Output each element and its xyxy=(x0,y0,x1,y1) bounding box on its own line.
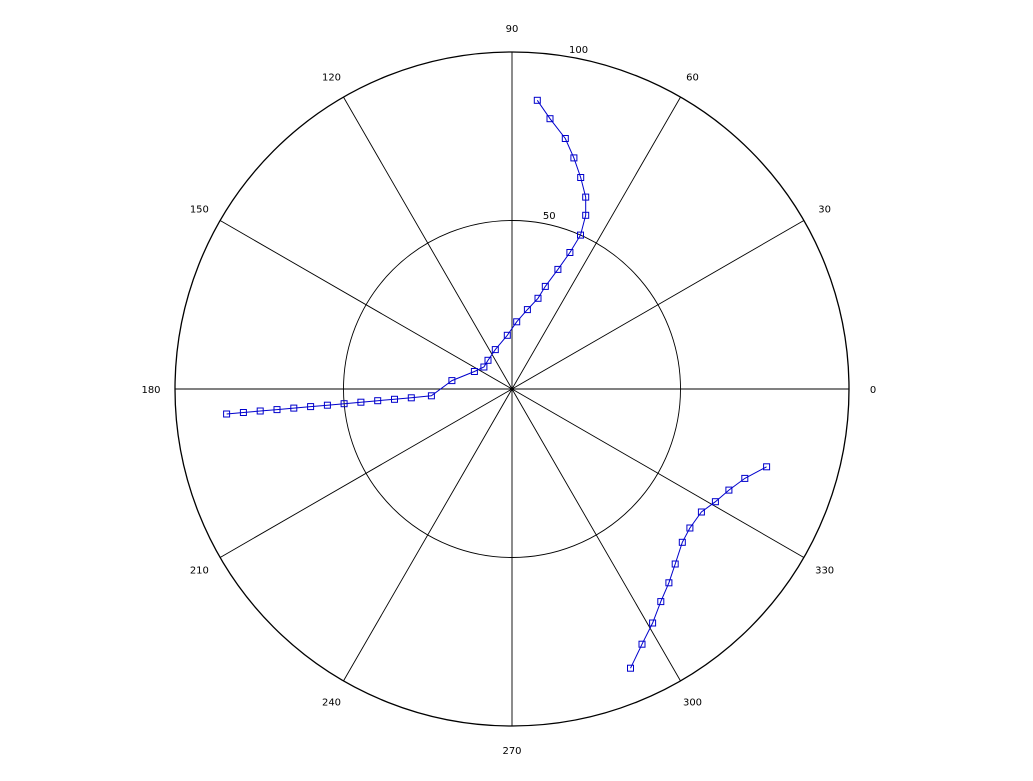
series-1-point-32 xyxy=(546,115,554,123)
angle-tick-label-210: 210 xyxy=(190,566,209,577)
angle-tick-label-120: 120 xyxy=(322,72,341,83)
series-2-point-11 xyxy=(725,486,733,494)
series-1-point-19 xyxy=(503,331,511,339)
grid-spoke-150 xyxy=(219,220,513,390)
series-1-point-28 xyxy=(582,193,590,201)
series-2-point-10 xyxy=(711,498,719,506)
grid-spoke-30 xyxy=(511,220,805,390)
series-1-point-9 xyxy=(357,398,365,406)
angle-tick-label-90: 90 xyxy=(506,24,519,35)
series-1-point-16 xyxy=(480,363,488,371)
grid-spoke-240 xyxy=(343,388,513,682)
series-1-point-12 xyxy=(407,394,415,402)
angle-tick-label-180: 180 xyxy=(141,385,160,396)
series-1-point-1 xyxy=(223,410,231,418)
angle-tick-label-270: 270 xyxy=(502,746,521,757)
series-2-point-3 xyxy=(649,619,657,627)
series-1-point-8 xyxy=(340,400,348,408)
angle-tick-label-0: 0 xyxy=(870,385,876,396)
series-1-point-3 xyxy=(256,407,264,415)
angle-tick-label-240: 240 xyxy=(322,698,341,709)
series-2-point-1 xyxy=(627,664,634,672)
series-1-point-13 xyxy=(427,392,435,400)
series-1-point-25 xyxy=(566,249,574,256)
series-1-point-6 xyxy=(307,403,315,411)
angle-tick-label-60: 60 xyxy=(686,72,699,83)
angle-tick-label-330: 330 xyxy=(815,566,834,577)
series-1-point-23 xyxy=(541,282,549,290)
series-2-point-7 xyxy=(678,538,686,546)
angle-tick-label-300: 300 xyxy=(683,698,702,709)
series-1-point-29 xyxy=(577,174,585,181)
series-1-point-21 xyxy=(523,306,531,314)
angle-tick-label-150: 150 xyxy=(190,205,209,216)
data-series xyxy=(223,96,771,672)
angle-tick-label-30: 30 xyxy=(818,205,831,216)
series-1-point-11 xyxy=(391,395,398,403)
grid-spoke-210 xyxy=(219,388,513,558)
series-1-point-24 xyxy=(554,265,562,273)
series-1-point-10 xyxy=(374,397,382,405)
series-2-point-2 xyxy=(638,640,646,648)
grid-spoke-330 xyxy=(511,388,805,558)
series-1-point-15 xyxy=(470,368,478,375)
polar-grid xyxy=(174,51,850,727)
series-2-point-13 xyxy=(763,463,771,471)
grid-spoke-300 xyxy=(511,388,681,682)
series-2-point-9 xyxy=(697,508,705,516)
series-1-point-27 xyxy=(582,211,590,219)
series-1-point-22 xyxy=(534,294,542,302)
radial-tick-label-100: 100 xyxy=(569,45,588,56)
series-2-point-4 xyxy=(657,598,665,606)
series-1-point-30 xyxy=(570,154,578,162)
series-1-point-4 xyxy=(273,406,281,414)
series-2-point-5 xyxy=(665,579,673,587)
series-1-point-26 xyxy=(577,231,584,239)
series-1-point-5 xyxy=(290,404,298,412)
series-1-point-20 xyxy=(513,318,521,326)
series-2-point-12 xyxy=(741,474,749,482)
series-1-point-14 xyxy=(448,377,456,385)
radial-tick-label-50: 50 xyxy=(543,211,556,222)
series-line-1 xyxy=(226,100,587,415)
grid-spoke-60 xyxy=(511,96,681,390)
series-1-point-2 xyxy=(239,409,247,416)
series-2-point-6 xyxy=(671,560,679,568)
series-line-2 xyxy=(630,466,767,669)
axis-labels: 0 30 60 90 120 150 180 210 240 270 300 330 50 100 xyxy=(141,24,876,757)
series-1-point-17 xyxy=(484,356,492,364)
series-1-point-18 xyxy=(491,346,499,354)
series-1-point-33 xyxy=(533,96,541,104)
grid-spoke-120 xyxy=(343,96,513,390)
series-2-point-8 xyxy=(686,524,694,532)
series-1-point-7 xyxy=(323,401,331,409)
series-1-point-31 xyxy=(561,135,569,142)
